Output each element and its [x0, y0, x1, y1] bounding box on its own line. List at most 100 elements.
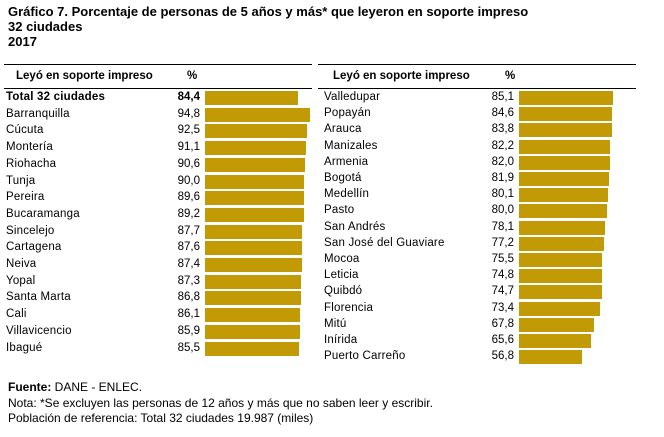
table-row: Neiva 87,4	[4, 257, 312, 274]
city-label: Montería	[6, 141, 53, 154]
city-label: San Andrés	[324, 220, 386, 233]
table-row: Mitú 67,8	[318, 317, 636, 334]
city-label: Pereira	[6, 191, 45, 204]
value-bar	[519, 317, 594, 332]
table-row: Yopal 87,3	[4, 274, 312, 291]
city-label: Yopal	[6, 274, 36, 287]
value-bar	[519, 91, 614, 105]
city-label: Leticia	[324, 269, 359, 282]
city-label: Florencia	[324, 301, 374, 314]
table-row: Villavicencio 85,9	[4, 324, 312, 341]
value-label: 85,1	[491, 91, 514, 103]
chart-year: 2017	[8, 34, 37, 49]
city-label: Sincelejo	[6, 224, 55, 237]
value-label: 86,8	[177, 291, 200, 304]
source-text: DANE - ENLEC.	[51, 380, 143, 394]
value-bar	[205, 291, 301, 306]
header-percent: %	[187, 70, 198, 82]
value-bar	[205, 308, 301, 323]
city-label: Cartagena	[6, 241, 62, 254]
value-bar	[205, 174, 305, 189]
value-label: 91,1	[177, 141, 200, 154]
value-bar	[205, 141, 306, 156]
table-row: Bucaramanga 89,2	[4, 207, 312, 224]
value-label: 82,0	[491, 155, 514, 168]
value-label: 94,8	[177, 107, 200, 120]
table-row: San José del Guaviare 77,2	[318, 236, 636, 253]
header-label: Leyó en soporte impreso	[333, 70, 470, 82]
city-label: Neiva	[6, 258, 37, 270]
value-bar	[519, 188, 608, 203]
table-row: Inírida 65,6	[318, 333, 636, 350]
source-label: Fuente:	[8, 380, 52, 394]
value-label: 90,6	[177, 157, 200, 170]
value-label: 74,7	[491, 285, 514, 298]
header-label: Leyó en soporte impreso	[16, 70, 153, 82]
table-row: Total 32 ciudades 84,4	[4, 90, 312, 107]
table-row: Santa Marta 86,8	[4, 290, 312, 307]
value-bar	[519, 301, 601, 316]
value-bar	[205, 324, 300, 339]
value-label: 90,0	[177, 174, 200, 187]
value-bar	[519, 236, 605, 251]
value-label: 56,8	[491, 350, 514, 363]
table-row: Tunja 90,0	[4, 174, 312, 191]
value-bar	[205, 341, 300, 356]
top-rule	[318, 64, 636, 65]
table-row: San Andrés 78,1	[318, 220, 636, 237]
city-label: Villavicencio	[6, 324, 72, 337]
city-label: Medellín	[324, 188, 370, 201]
value-label: 80,0	[491, 204, 514, 217]
table-row: Mocoa 75,5	[318, 252, 636, 269]
table-row: Florencia 73,4	[318, 301, 636, 318]
value-bar	[205, 191, 304, 206]
value-bar	[519, 172, 610, 186]
table-row: Riohacha 90,6	[4, 157, 312, 174]
city-label: Riohacha	[6, 157, 57, 170]
value-label: 86,1	[177, 308, 200, 321]
value-label: 80,1	[491, 188, 514, 201]
city-label: Tunja	[6, 174, 36, 187]
table-row: Pasto 80,0	[318, 203, 636, 220]
value-bar	[205, 224, 302, 239]
value-label: 82,2	[491, 139, 514, 152]
header-rule	[4, 88, 312, 89]
value-label: 87,6	[177, 241, 200, 254]
city-label: Puerto Carreño	[324, 350, 406, 363]
value-label: 75,5	[491, 253, 514, 265]
value-label: 77,2	[491, 236, 514, 249]
value-bar	[519, 220, 606, 235]
value-bar	[205, 241, 302, 256]
chart-subtitle: 32 ciudades	[8, 19, 83, 34]
city-label: Inírida	[324, 334, 358, 346]
value-label: 87,7	[177, 224, 200, 237]
table-row: Barranquilla 94,8	[4, 107, 312, 124]
top-rule	[4, 64, 312, 65]
value-bar	[205, 258, 302, 272]
table-row: Ibagué 85,5	[4, 341, 312, 358]
value-label: 87,4	[177, 258, 200, 270]
city-label: Santa Marta	[6, 291, 71, 304]
population-line: Población de referencia: Total 32 ciudad…	[8, 411, 314, 425]
header-rule	[318, 88, 636, 89]
value-label: 84,6	[491, 107, 514, 120]
city-label: Popayán	[324, 107, 371, 120]
table-row: Pereira 89,6	[4, 190, 312, 207]
header-percent: %	[505, 70, 516, 82]
table-row: Montería 91,1	[4, 140, 312, 157]
value-label: 73,4	[491, 301, 514, 314]
value-label: 67,8	[491, 317, 514, 330]
city-label: Cali	[6, 308, 27, 321]
city-label: Bogotá	[324, 172, 362, 184]
value-label: 87,3	[177, 274, 200, 287]
city-label: Arauca	[324, 123, 362, 136]
table-row: Armenia 82,0	[318, 155, 636, 172]
city-label: Bucaramanga	[6, 207, 80, 220]
value-label: 74,8	[491, 269, 514, 282]
value-bar	[519, 139, 610, 154]
value-bar	[519, 350, 582, 365]
table-row: Manizales 82,2	[318, 139, 636, 156]
table-row: Puerto Carreño 56,8	[318, 349, 636, 366]
table-row: Cartagena 87,6	[4, 240, 312, 257]
chart-title: Gráfico 7. Porcentaje de personas de 5 a…	[8, 4, 529, 19]
